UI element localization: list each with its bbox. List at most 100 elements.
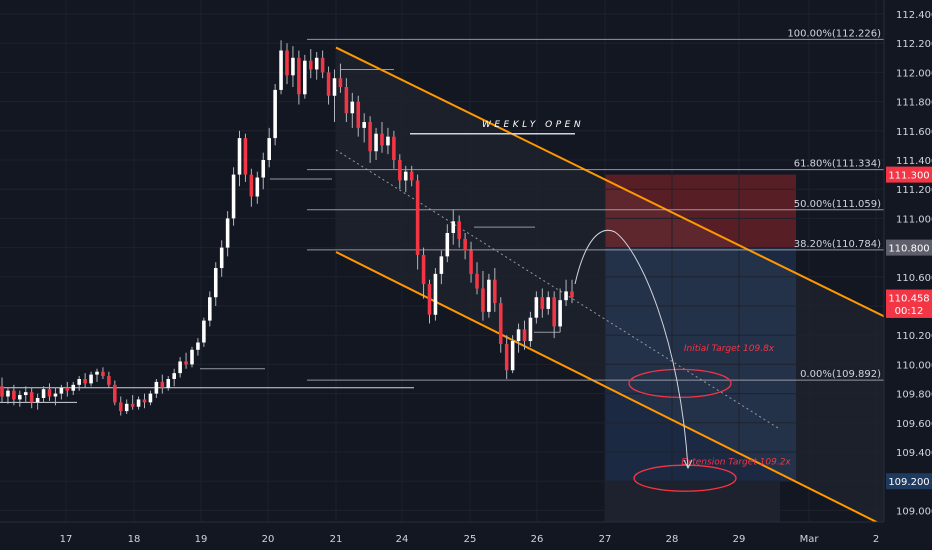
candle — [552, 291, 556, 339]
candle — [6, 387, 10, 404]
candle-body — [160, 381, 165, 388]
candle — [421, 247, 426, 299]
candle — [303, 54, 307, 99]
candle — [255, 171, 260, 204]
candle-body — [308, 60, 313, 70]
candle-body — [208, 297, 212, 321]
candle — [208, 291, 212, 327]
candle — [225, 211, 230, 257]
candle-body — [457, 221, 461, 239]
projection-arrow-path — [574, 229, 689, 469]
candle — [59, 384, 64, 400]
x-tick-label: 17 — [60, 534, 73, 545]
candle — [172, 368, 176, 387]
candle-body — [320, 57, 325, 73]
candle-body — [29, 392, 34, 403]
candle-body — [196, 342, 200, 350]
initial-target-label: Initial Target 109.8x — [684, 344, 775, 354]
candle-body — [0, 386, 4, 397]
y-axis-background — [884, 0, 932, 550]
x-tick-label: 18 — [128, 534, 141, 545]
candle — [124, 399, 129, 415]
y-tick-label: 111.800 — [896, 98, 932, 109]
candle — [368, 116, 372, 163]
candle — [463, 233, 467, 260]
candle-body — [107, 376, 111, 385]
candle — [362, 113, 366, 143]
candle — [47, 383, 52, 401]
candle-body — [297, 57, 301, 95]
candle-body — [118, 402, 123, 412]
candle — [344, 78, 349, 123]
x-tick-label: 2 — [873, 534, 879, 545]
candle — [528, 311, 533, 347]
candle-body — [338, 78, 343, 87]
candle — [493, 268, 497, 312]
candle-body — [344, 87, 349, 114]
candle — [540, 288, 545, 318]
candle-body — [374, 133, 378, 152]
candle — [457, 215, 461, 248]
candle-body — [487, 279, 491, 312]
candle — [451, 209, 456, 245]
candle-body — [564, 291, 568, 301]
candle — [148, 390, 153, 406]
candle — [534, 291, 539, 324]
candle — [107, 371, 111, 388]
arrow-head-icon — [683, 459, 693, 470]
candle — [392, 130, 396, 169]
candle — [481, 270, 485, 321]
channel-upper-line[interactable] — [335, 46, 917, 334]
candle — [498, 297, 503, 353]
y-tick-label: 109.800 — [896, 390, 932, 401]
x-axis-background — [0, 522, 932, 550]
fibonacci-levels[interactable]: 100.00%(112.226) 61.80%(111.334) 50.00%(11… — [307, 28, 884, 381]
candle-body — [35, 397, 40, 403]
candle-body — [249, 174, 254, 197]
candle-body — [113, 384, 117, 403]
candle-body — [522, 329, 527, 342]
candle — [326, 66, 331, 105]
candle-body — [12, 390, 16, 400]
candle-body — [255, 177, 260, 197]
candle — [237, 130, 242, 187]
candle-body — [41, 389, 46, 398]
candle — [231, 167, 236, 226]
price-label-box[interactable] — [886, 289, 932, 306]
candle — [433, 268, 438, 321]
candle-body — [166, 379, 171, 388]
y-tick-label: 112.400 — [896, 10, 932, 21]
candle — [439, 250, 444, 285]
price-label-box[interactable] — [886, 166, 932, 183]
candle-body — [356, 101, 361, 128]
candle-body — [23, 392, 28, 396]
candle-body — [350, 101, 355, 114]
candle — [95, 368, 99, 382]
candle-body — [463, 238, 467, 251]
candle — [338, 63, 343, 93]
candle-body — [6, 390, 10, 397]
candle-body — [332, 78, 337, 96]
x-axis[interactable]: 17 18 19 20 21 24 25 26 27 28 29 Mar 2 — [0, 521, 932, 550]
candle — [18, 390, 22, 407]
candle-body — [433, 273, 438, 315]
candle — [12, 384, 16, 406]
candle-body — [243, 138, 248, 175]
fib-label: 100.00%(112.226) — [787, 28, 881, 39]
price-label-box[interactable] — [886, 473, 932, 490]
y-axis[interactable]: 112.400 112.200 112.000 111.800 111.600 111.4… — [883, 0, 932, 550]
candle — [314, 51, 319, 80]
candle — [166, 376, 171, 391]
fib-label: 61.80%(111.334) — [794, 159, 881, 170]
y-tick-label: 111.600 — [896, 127, 932, 138]
price-label-box[interactable] — [886, 301, 932, 318]
projection-shade — [605, 481, 780, 522]
price-label-box[interactable] — [886, 239, 932, 256]
candle-body — [451, 221, 456, 233]
candle — [445, 224, 450, 263]
candle-body — [498, 303, 503, 344]
candle — [23, 386, 28, 403]
candle-body — [279, 50, 283, 90]
candle — [213, 262, 218, 306]
